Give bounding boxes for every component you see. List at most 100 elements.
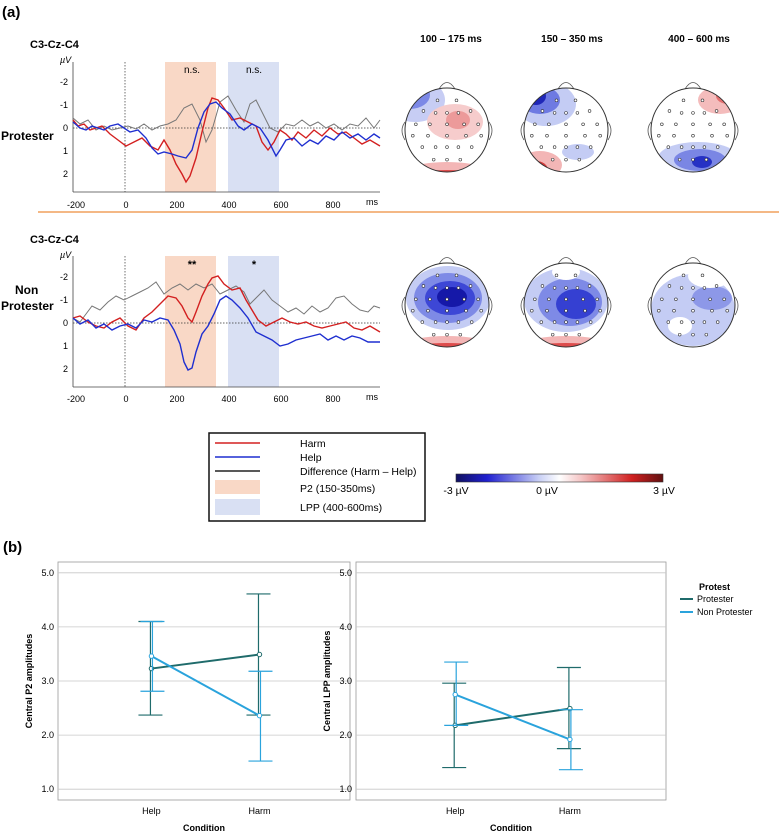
electrode-dot	[433, 286, 438, 290]
electrode-dot	[722, 122, 726, 127]
y-tick-label: 4.0	[339, 622, 352, 632]
electrode-dot	[464, 134, 468, 138]
data-point	[567, 736, 573, 743]
y-tick-label: 5.0	[41, 568, 54, 578]
electrode-dot	[575, 320, 580, 324]
electrode-dot	[691, 111, 695, 115]
legend-label: Help	[300, 452, 322, 464]
electrode-dot	[420, 320, 424, 324]
y-tick: 2	[63, 169, 68, 179]
electrode-dot	[660, 122, 664, 127]
topomap-non-protester-100-175	[401, 257, 493, 348]
colorbar: -3 µV 0 µV 3 µV	[443, 473, 675, 497]
electrode-dot	[554, 98, 559, 103]
electrode-dot	[700, 273, 705, 278]
electrode-dot	[456, 145, 461, 149]
x-axis-title: Condition	[183, 823, 225, 831]
difference-wave	[72, 281, 381, 323]
electrode-dot	[588, 320, 593, 324]
electrode-dot	[540, 284, 545, 288]
electrode-dot	[554, 273, 559, 278]
y-tick: 0	[63, 123, 68, 133]
electrode-dot	[679, 286, 684, 290]
electrode-dot	[667, 109, 672, 113]
electrode-dot	[577, 157, 581, 162]
series-line-non-protester	[454, 693, 571, 741]
electrode-dot	[583, 309, 587, 313]
help-wave	[72, 295, 380, 371]
electrode-dot	[657, 134, 661, 138]
electrode-dot	[564, 309, 568, 313]
chart-p2-amplitudes: 1.0 2.0 3.0 4.0 5.0 Help Harm Condition Central …	[24, 561, 351, 831]
electrode-dot	[539, 320, 543, 324]
electrode-dot	[468, 284, 473, 288]
erp-legend: Harm Help Difference (Harm – Help) P2 (1…	[208, 432, 426, 522]
electrode-dot	[691, 332, 695, 337]
legend-label: Harm	[300, 438, 326, 450]
electrode-dot	[552, 320, 557, 324]
colorbar-mid-label: 0 µV	[536, 485, 558, 497]
p2-window-shading	[165, 256, 216, 387]
electrode-dot	[691, 134, 695, 138]
electrode-dot	[564, 332, 568, 337]
electrode-dot	[445, 297, 449, 301]
electrode-dot	[539, 145, 543, 149]
y-tick-label: 5.0	[339, 568, 352, 578]
topomap-protester-100-175	[401, 82, 493, 173]
y-unit-label: µV	[60, 250, 72, 260]
electrode-dot	[458, 157, 462, 162]
electrode-dot	[552, 286, 557, 290]
data-point	[452, 691, 458, 698]
electrode-dot	[573, 98, 578, 103]
electrode-dot	[432, 157, 436, 162]
channel-label: C3-Cz-C4	[30, 39, 80, 51]
electrode-dot	[428, 297, 432, 301]
electrode-dot	[433, 111, 438, 115]
x-tick: 600	[273, 394, 288, 404]
y-tick-label: 1.0	[41, 784, 54, 794]
electrode-dot	[587, 284, 592, 288]
electrode-dot	[581, 122, 585, 127]
electrode-dot	[564, 111, 568, 115]
colorbar-max-label: 3 µV	[653, 485, 675, 497]
legend-swatch-p2	[215, 480, 260, 494]
group-label: Protester	[1, 129, 54, 143]
electrode-dot	[722, 297, 726, 301]
electrode-dot	[454, 98, 459, 103]
electrode-dot	[666, 145, 670, 149]
lpp-significance: *	[252, 259, 257, 271]
electrode-dot	[445, 134, 449, 138]
electrode-dot	[598, 309, 602, 313]
y-tick-label: 4.0	[41, 622, 54, 632]
group-label: Protester	[1, 299, 54, 313]
electrode-dot	[445, 111, 449, 115]
legend-title: Protest	[699, 582, 730, 592]
electrode-dot	[420, 145, 424, 149]
harm-wave	[72, 275, 381, 333]
x-tick-label: Help	[446, 806, 465, 816]
electrode-dot	[456, 320, 461, 324]
electrode-dot	[445, 332, 449, 337]
electrode-dot	[426, 309, 430, 313]
topo-header: 150 – 350 ms	[541, 34, 603, 45]
lpp-window-shading	[228, 62, 279, 192]
topomap-protester-150-350	[520, 82, 612, 173]
electrode-dot	[445, 122, 449, 127]
electrode-dot	[710, 134, 714, 138]
legend-swatch-lpp	[215, 499, 260, 515]
electrode-dot	[674, 122, 678, 127]
harm-wave	[72, 97, 381, 184]
y-axis-title: Central P2 amplitudes	[24, 634, 34, 729]
electrode-dot	[547, 297, 551, 301]
erp-plot-non-protester: C3-Cz-C4 Non Protester µV ** * -2 -1 0 1…	[1, 234, 381, 404]
y-tick-label: 1.0	[339, 784, 352, 794]
electrode-dot	[433, 320, 438, 324]
x-tick: 0	[123, 200, 128, 210]
x-axis-title: Condition	[490, 823, 532, 831]
electrode-dot	[545, 309, 549, 313]
electrode-dot	[679, 145, 684, 149]
electrode-dot	[691, 320, 695, 324]
x-unit-label: ms	[366, 392, 378, 402]
x-tick: 200	[169, 394, 184, 404]
